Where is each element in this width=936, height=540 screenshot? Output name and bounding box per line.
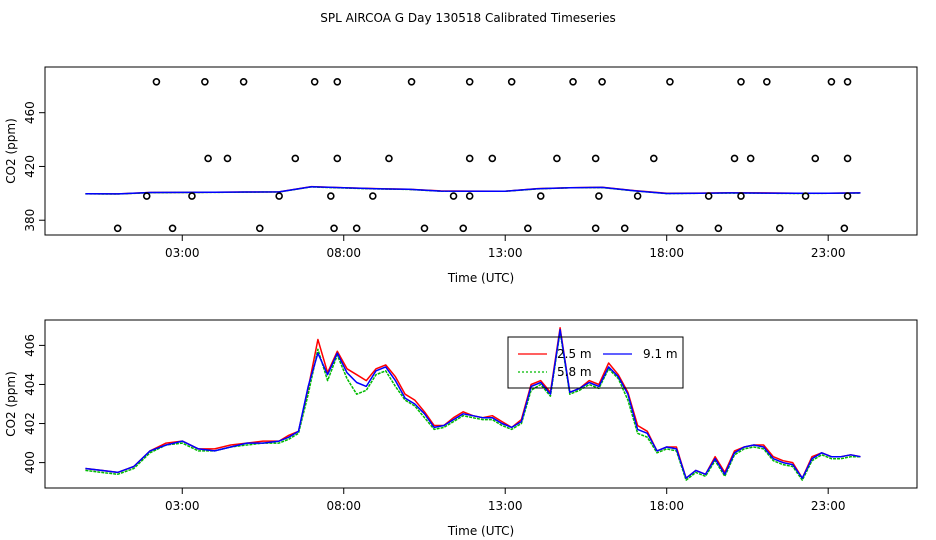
series-lines-bottom [85, 327, 861, 481]
calibration-point [459, 224, 468, 233]
calibration-point [275, 192, 283, 200]
calibration-point [168, 224, 177, 233]
series-line-9-1-m [85, 186, 861, 195]
plot-frame-top [44, 66, 918, 236]
x-axis-top: 03:00 08:00 13:00 18:00 23:00 [165, 234, 846, 260]
y-tick-label: 380 [23, 209, 37, 232]
calibration-point [746, 154, 755, 163]
calibration-point [201, 77, 209, 86]
x-tick-label: 13:00 [488, 246, 523, 260]
calibration-point [488, 154, 497, 163]
calibration-point [737, 77, 745, 86]
x-tick-label: 13:00 [488, 499, 523, 513]
calibration-point [330, 224, 338, 233]
y-tick-label: 406 [23, 334, 37, 357]
x-tick-label: 23:00 [811, 499, 846, 513]
x-tick-label: 08:00 [326, 499, 361, 513]
calibration-point [714, 224, 723, 233]
x-tick-label: 03:00 [165, 246, 200, 260]
calibration-point [113, 224, 122, 233]
calibration-point [465, 77, 474, 86]
legend-label-9-1m: 9.1 m [643, 347, 678, 361]
calibration-point [407, 77, 416, 86]
calibration-point [843, 154, 852, 163]
y-axis-top: 380 420 460 [23, 101, 46, 232]
x-tick-label: 08:00 [326, 246, 361, 260]
calibration-point [675, 224, 684, 233]
calibration-point [465, 192, 474, 200]
calibration-point [255, 224, 264, 233]
calibration-point [620, 224, 629, 233]
calibration-point [239, 77, 248, 86]
y-axis-label-bottom: CO2 (ppm) [4, 371, 18, 437]
calibration-points [113, 77, 852, 233]
calibration-point [730, 154, 739, 163]
x-tick-label: 03:00 [165, 499, 200, 513]
calibration-point [775, 224, 784, 233]
y-tick-label: 460 [23, 101, 37, 124]
calibration-point [327, 192, 335, 200]
calibration-point [420, 224, 429, 233]
calibration-point [465, 154, 474, 163]
calibration-point [369, 192, 377, 200]
calibration-point [507, 77, 516, 86]
series-line-5-8-m [85, 330, 861, 481]
y-tick-label: 402 [23, 412, 37, 435]
series-line-9-1-m [85, 329, 861, 479]
legend-label-2-5m: 2.5 m [557, 347, 592, 361]
calibration-point [223, 154, 232, 163]
calibration-point [811, 154, 820, 163]
calibration-point [352, 224, 361, 233]
calibration-point [524, 224, 532, 233]
calibration-point [843, 192, 852, 200]
calibration-point [840, 224, 849, 233]
calibration-point [763, 77, 771, 86]
calibration-point [204, 154, 212, 163]
x-tick-label: 18:00 [649, 499, 684, 513]
calibration-point [142, 192, 151, 200]
panel-bottom: 03:00 08:00 13:00 18:00 23:00 400 402 404 406 T… [4, 319, 918, 538]
calibration-point [649, 154, 658, 163]
calibration-point [591, 154, 600, 163]
chart-title: SPL AIRCOA G Day 130518 Calibrated Times… [320, 11, 615, 25]
calibration-point [553, 154, 561, 163]
x-tick-label: 18:00 [649, 246, 684, 260]
legend-label-5-8m: 5.8 m [557, 365, 592, 379]
calibration-point [152, 77, 161, 86]
calibration-point [827, 77, 836, 86]
calibration-point [449, 192, 458, 200]
calibration-point [188, 192, 196, 200]
x-tick-label: 23:00 [811, 246, 846, 260]
calibration-point [598, 77, 606, 86]
x-axis-label-top: Time (UTC) [447, 271, 514, 285]
y-axis-bottom: 400 402 404 406 [23, 334, 46, 474]
calibration-point [843, 77, 852, 86]
y-tick-label: 420 [23, 155, 37, 178]
calibration-point [737, 192, 745, 200]
calibration-point [591, 224, 600, 233]
calibration-point [310, 77, 319, 86]
calibration-point [633, 192, 642, 200]
calibration-point [704, 192, 713, 200]
calibration-point [569, 77, 577, 86]
series-line-2-5-m [85, 327, 861, 479]
y-tick-label: 404 [23, 373, 37, 396]
legend: 2.5 m 5.8 m 9.1 m [507, 336, 684, 389]
calibration-point [536, 192, 545, 200]
y-tick-label: 400 [23, 451, 37, 474]
x-axis-label-bottom: Time (UTC) [447, 524, 514, 538]
panel-top: 03:00 08:00 13:00 18:00 23:00 380 420 460 Time… [4, 66, 918, 285]
y-axis-label-top: CO2 (ppm) [4, 118, 18, 184]
calibration-point [801, 192, 810, 200]
calibration-point [666, 77, 674, 86]
series-lines-top [85, 185, 861, 195]
calibration-point [333, 154, 342, 163]
calibration-point [291, 154, 300, 163]
x-axis-bottom: 03:00 08:00 13:00 18:00 23:00 [165, 487, 846, 513]
calibration-point [333, 77, 342, 86]
legend-box [507, 336, 684, 389]
calibration-point [385, 154, 393, 163]
calibration-point [595, 192, 603, 200]
